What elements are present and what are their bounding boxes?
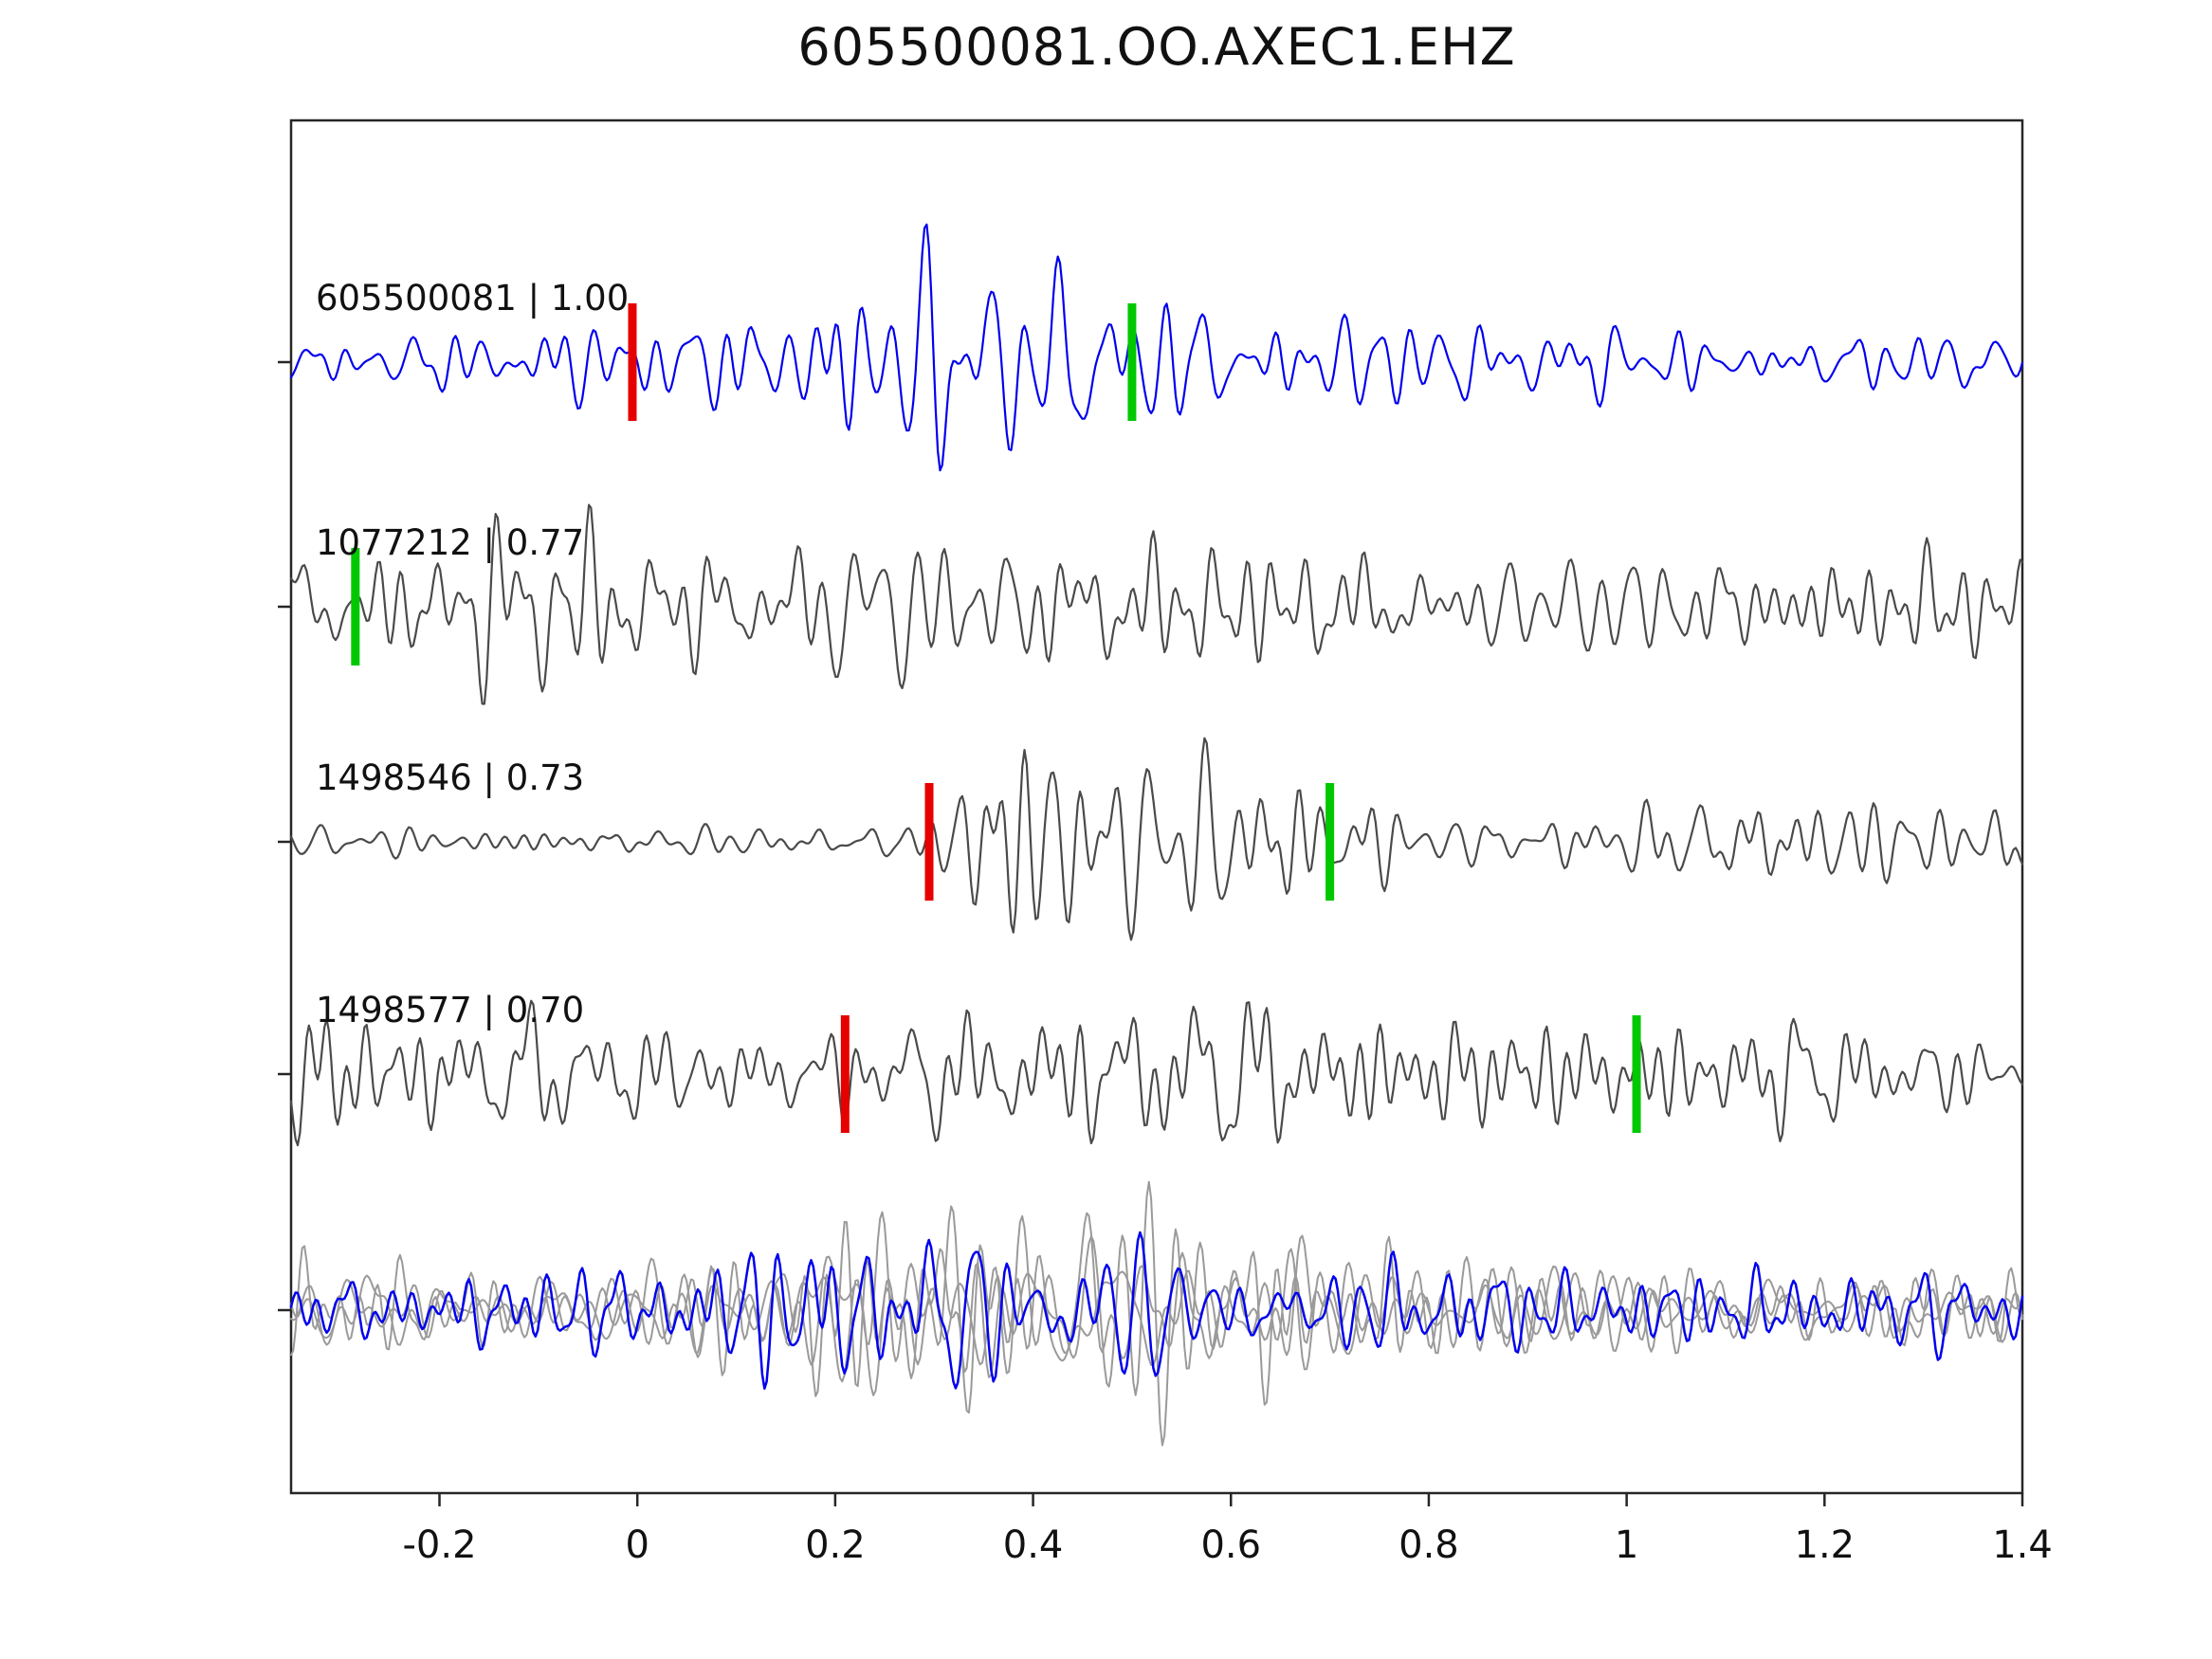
pick-marker-green — [1127, 303, 1137, 421]
plot-frame — [289, 118, 2024, 1495]
trace-label: 1498577 | 0.70 — [316, 990, 584, 1030]
x-tick-label: 0 — [625, 1523, 649, 1567]
x-tick-label: 0.6 — [1200, 1523, 1261, 1567]
x-tick-label: 0.4 — [1003, 1523, 1064, 1567]
x-tick-label: 1.2 — [1795, 1523, 1856, 1567]
waveform-1077212 — [289, 503, 2024, 705]
x-tick-label: 0.2 — [805, 1523, 866, 1567]
pick-marker-green — [351, 548, 360, 665]
waveform-605500081 — [289, 223, 2024, 472]
trace-label: 1498546 | 0.73 — [316, 757, 584, 798]
pick-marker-red — [628, 303, 637, 421]
pick-marker-red — [924, 783, 934, 901]
overlay-waveform-template — [289, 1231, 2024, 1390]
overlay-waveform-gray — [290, 1180, 2023, 1447]
overlay-waveform-gray — [290, 1212, 2023, 1414]
plot-title: 605500081.OO.AXEC1.EHZ — [797, 17, 1516, 77]
pick-marker-green — [1325, 783, 1335, 901]
x-tick-label: 1 — [1615, 1523, 1638, 1567]
x-tick-label: 1.4 — [1992, 1523, 2053, 1567]
waveform-1498577 — [289, 999, 2024, 1147]
x-tick-label: 0.8 — [1398, 1523, 1459, 1567]
waveform-1498546 — [289, 737, 2024, 941]
pick-marker-green — [1632, 1015, 1641, 1133]
x-tick-label: -0.2 — [402, 1523, 476, 1567]
pick-marker-red — [840, 1015, 850, 1133]
trace-label: 1077212 | 0.77 — [316, 522, 584, 563]
trace-label: 605500081 | 1.00 — [316, 278, 629, 319]
